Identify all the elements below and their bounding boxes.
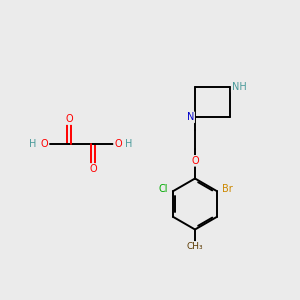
Text: H: H <box>125 139 133 149</box>
Text: O: O <box>40 139 48 149</box>
Text: O: O <box>114 139 122 149</box>
Text: N: N <box>187 112 194 122</box>
Text: O: O <box>89 164 97 174</box>
Text: NH: NH <box>232 82 247 92</box>
Text: CH₃: CH₃ <box>187 242 203 251</box>
Text: O: O <box>65 114 73 124</box>
Text: Br: Br <box>222 184 233 194</box>
Text: Cl: Cl <box>159 184 168 194</box>
Text: O: O <box>191 156 199 166</box>
Text: H: H <box>29 139 37 149</box>
